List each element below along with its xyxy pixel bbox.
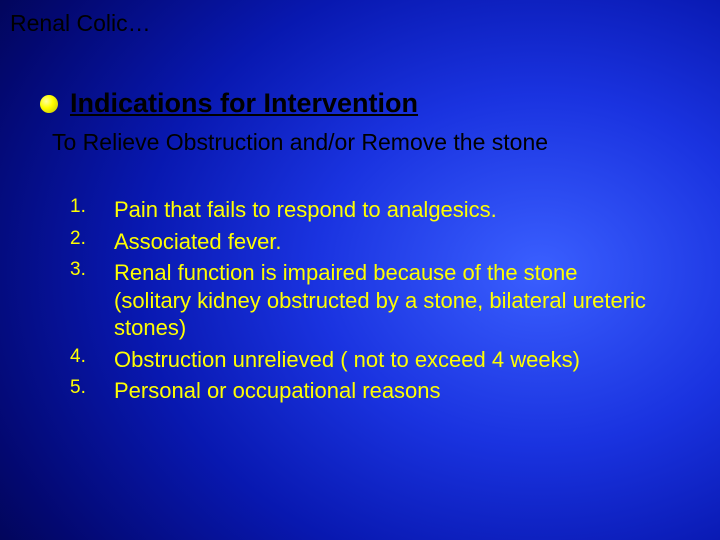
list-text: Obstruction unrelieved ( not to exceed 4… <box>114 346 580 374</box>
list-item: 1. Pain that fails to respond to analges… <box>70 196 680 224</box>
list-number: 5. <box>70 377 114 405</box>
list-number: 3. <box>70 259 114 342</box>
list-number: 1. <box>70 196 114 224</box>
list-text: Pain that fails to respond to analgesics… <box>114 196 497 224</box>
list-text: Renal function is impaired because of th… <box>114 259 654 342</box>
numbered-list: 1. Pain that fails to respond to analges… <box>70 196 680 405</box>
list-number: 4. <box>70 346 114 374</box>
list-number: 2. <box>70 228 114 256</box>
heading-text: Indications for Intervention <box>70 88 418 119</box>
list-item: 3. Renal function is impaired because of… <box>70 259 680 342</box>
list-item: 2. Associated fever. <box>70 228 680 256</box>
slide-title: Renal Colic… <box>10 10 151 37</box>
list-item: 4. Obstruction unrelieved ( not to excee… <box>70 346 680 374</box>
list-item: 5. Personal or occupational reasons <box>70 377 680 405</box>
subtitle-text: To Relieve Obstruction and/or Remove the… <box>52 129 680 156</box>
list-text: Associated fever. <box>114 228 282 256</box>
slide-content: Indications for Intervention To Relieve … <box>40 88 680 409</box>
list-text: Personal or occupational reasons <box>114 377 441 405</box>
heading-row: Indications for Intervention <box>40 88 680 119</box>
bullet-disc-icon <box>40 95 58 113</box>
